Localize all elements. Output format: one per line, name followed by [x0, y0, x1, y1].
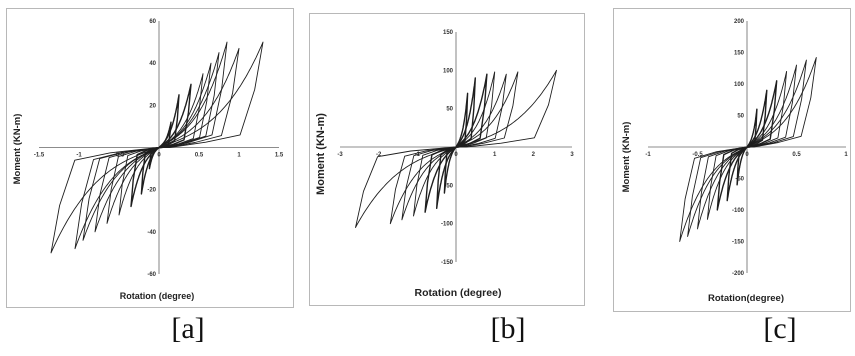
y-axis-title: Moment (KN-m)	[12, 114, 23, 185]
y-tick-label: -100	[441, 222, 454, 228]
x-tick-label: 1	[493, 152, 497, 158]
y-tick-label: 50	[446, 107, 453, 113]
x-tick-label: 3	[570, 152, 574, 158]
y-tick-label: 100	[734, 82, 745, 88]
y-tick-label: 150	[734, 51, 745, 57]
hysteresis-loop	[355, 69, 557, 228]
x-tick-label: 1	[237, 153, 241, 159]
y-tick-label: -150	[732, 240, 745, 246]
y-tick-label: -200	[732, 271, 745, 277]
x-tick-label: -3	[337, 152, 343, 158]
hysteresis-series	[50, 41, 264, 254]
y-tick-label: 50	[737, 114, 744, 120]
y-tick-label: -100	[732, 208, 745, 214]
x-axis-title: Rotation (degree)	[120, 291, 195, 301]
y-tick-label: 20	[149, 103, 156, 109]
y-tick-label: -20	[147, 188, 156, 194]
caption-a: [a]	[171, 312, 205, 345]
y-tick-label: 60	[149, 19, 156, 25]
x-tick-label: 0.5	[195, 153, 204, 159]
y-tick-label: 200	[734, 19, 745, 25]
x-tick-label: 0	[454, 152, 458, 158]
x-tick-label: -1.5	[34, 153, 45, 159]
y-axis-title: Moment (KN-m)	[621, 122, 632, 193]
x-axis-title: Rotation (degree)	[415, 287, 502, 299]
chart-panel-b: -3 -2 -1 0 1 2 3 -150 -100 -50 50 100 150 Rotation (d…	[309, 13, 585, 306]
y-tick-label: -60	[147, 272, 156, 278]
x-tick-label: -1	[645, 152, 651, 158]
x-tick-label: 0.5	[792, 152, 801, 158]
y-tick-label: 150	[443, 30, 454, 36]
x-tick-label: -2	[376, 152, 382, 158]
x-tick-label: 1	[844, 152, 848, 158]
hysteresis-chart-c: -1 -0.5 0 0.5 1 -200 -150 -100 -50 50 100 150 200 Rot…	[621, 19, 848, 304]
x-tick-label: 2	[532, 152, 536, 158]
x-tick-label: 0	[745, 152, 749, 158]
x-tick-label: 1.5	[275, 153, 284, 159]
x-tick-label: 0	[157, 153, 161, 159]
x-tick-label: -0.5	[692, 152, 703, 158]
hysteresis-loop	[50, 41, 264, 254]
hysteresis-chart-a: -1.5 -1 -0.5 0 0.5 1 1.5 -60 -40 -20 20 40 60 Rotatio…	[12, 19, 284, 301]
y-axis-title: Moment (KN-m)	[315, 113, 327, 195]
caption-b: [b]	[490, 312, 526, 345]
x-tick-label: -0.5	[114, 153, 125, 159]
y-tick-label: -50	[735, 177, 744, 183]
caption-c: [c]	[763, 312, 797, 345]
y-tick-label: -50	[444, 183, 453, 189]
y-tick-label: -40	[147, 230, 156, 236]
y-tick-label: 40	[149, 61, 156, 67]
hysteresis-series	[679, 57, 817, 242]
chart-panel-a: -1.5 -1 -0.5 0 0.5 1 1.5 -60 -40 -20 20 40 60 Rotatio…	[6, 8, 294, 308]
hysteresis-loop	[679, 57, 817, 242]
chart-panel-c: -1 -0.5 0 0.5 1 -200 -150 -100 -50 50 100 150 200 Rot…	[613, 8, 851, 312]
x-axis-title: Rotation(degree)	[708, 293, 784, 304]
hysteresis-loop	[82, 41, 228, 241]
y-tick-label: 100	[443, 68, 454, 74]
y-tick-label: -150	[441, 260, 454, 266]
hysteresis-series	[355, 69, 557, 228]
x-tick-label: -1	[76, 153, 82, 159]
